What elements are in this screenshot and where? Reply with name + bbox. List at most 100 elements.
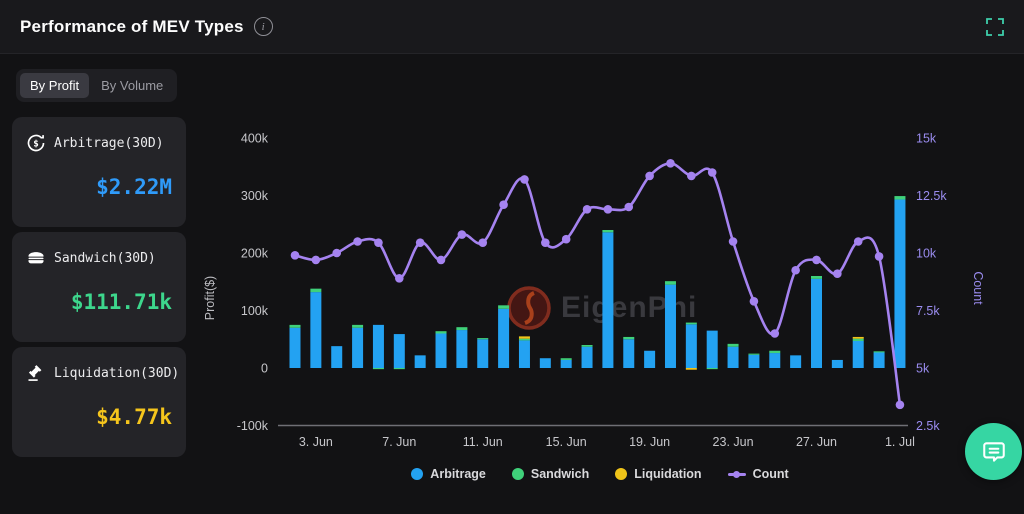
bar-20. Jun[interactable] — [664, 281, 676, 368]
x-axis-tick: 27. Jun — [796, 435, 837, 449]
view-switch-tabs: By Profit By Volume — [16, 69, 178, 102]
bar-8. Jun[interactable] — [414, 355, 426, 368]
arbitrage-dot-icon — [411, 468, 424, 480]
count-point-23. Jun[interactable] — [728, 237, 738, 246]
tab-by-profit[interactable]: By Profit — [20, 73, 90, 98]
bar-22. Jun[interactable] — [706, 330, 718, 370]
count-line[interactable] — [294, 161, 902, 405]
left-axis-tick: 300k — [241, 189, 269, 203]
count-point-29. Jun[interactable] — [853, 237, 863, 246]
chat-button[interactable] — [965, 423, 1022, 480]
count-point-28. Jun[interactable] — [833, 269, 842, 279]
left-axis-label: Profit($) — [203, 276, 217, 320]
count-point-6. Jun[interactable] — [374, 238, 383, 247]
count-point-10. Jun[interactable] — [457, 230, 467, 239]
bar-17. Jun[interactable] — [602, 230, 614, 368]
right-axis-tick: 5k — [916, 362, 930, 376]
right-axis-tick: 15k — [916, 132, 937, 146]
count-point-26. Jun[interactable] — [791, 265, 800, 275]
page-title: Performance of MEV Types — [20, 16, 244, 36]
bar-30. Jun[interactable] — [873, 351, 885, 368]
count-point-13. Jun[interactable] — [520, 175, 529, 184]
left-axis-tick: 200k — [241, 247, 269, 261]
count-point-25. Jun[interactable] — [770, 329, 780, 338]
card-label: Arbitrage(30D) — [54, 135, 164, 151]
legend-item-liquidation[interactable]: Liquidation — [615, 467, 702, 481]
count-point-1. Jul[interactable] — [895, 400, 905, 410]
liquidation-dot-icon — [615, 468, 628, 480]
panel-header: Performance of MEV Types i — [0, 0, 1024, 54]
count-point-16. Jun[interactable] — [582, 205, 592, 214]
bar-6. Jun[interactable] — [372, 324, 384, 370]
bar-2. Jun[interactable] — [289, 324, 301, 368]
bar-7. Jun[interactable] — [393, 334, 405, 370]
bar-23. Jun[interactable] — [727, 343, 739, 368]
bar-29. Jun[interactable] — [852, 336, 864, 368]
bar-19. Jun[interactable] — [644, 350, 656, 368]
count-point-12. Jun[interactable] — [499, 200, 508, 209]
bar-26. Jun[interactable] — [790, 355, 802, 368]
legend-item-arbitrage[interactable]: Arbitrage — [411, 467, 486, 481]
left-axis-tick: -100k — [237, 419, 269, 433]
bar-15. Jun[interactable] — [560, 358, 572, 368]
left-axis-tick: 0 — [261, 362, 268, 376]
right-axis-label: Count — [971, 271, 985, 305]
bar-9. Jun[interactable] — [435, 331, 447, 368]
tab-by-volume[interactable]: By Volume — [101, 78, 164, 93]
count-point-2. Jun[interactable] — [290, 251, 300, 260]
bar-12. Jun[interactable] — [498, 305, 510, 368]
x-axis-tick: 11. Jun — [463, 435, 503, 449]
card-label: Sandwich(30D) — [54, 250, 156, 266]
count-point-4. Jun[interactable] — [332, 248, 342, 258]
card-value: $4.77k — [96, 405, 172, 429]
count-point-11. Jun[interactable] — [478, 238, 488, 247]
count-line-icon — [727, 468, 746, 480]
gavel-icon — [28, 365, 42, 381]
bar-16. Jun[interactable] — [581, 345, 593, 368]
sandwich-dot-icon — [511, 468, 524, 480]
count-point-30. Jun[interactable] — [874, 252, 884, 261]
bar-28. Jun[interactable] — [831, 359, 843, 368]
card-arbitrage: $ Arbitrage(30D) $2.22M — [12, 117, 186, 227]
count-point-24. Jun[interactable] — [749, 297, 759, 306]
count-point-22. Jun[interactable] — [707, 168, 717, 177]
svg-text:$: $ — [33, 139, 39, 150]
x-axis-tick: 23. Jun — [713, 435, 754, 449]
bar-13. Jun[interactable] — [518, 336, 530, 368]
bar-21. Jun[interactable] — [685, 322, 697, 370]
count-point-3. Jun[interactable] — [311, 255, 321, 265]
legend-item-count[interactable]: Count — [727, 467, 789, 481]
count-point-5. Jun[interactable] — [353, 237, 362, 246]
bar-27. Jun[interactable] — [811, 276, 822, 368]
count-point-19. Jun[interactable] — [645, 171, 654, 181]
card-liquidation: Liquidation(30D) $4.77k — [12, 347, 186, 457]
count-point-9. Jun[interactable] — [436, 255, 446, 265]
count-point-21. Jun[interactable] — [687, 171, 696, 181]
bar-3. Jun[interactable] — [310, 288, 322, 368]
bar-10. Jun[interactable] — [456, 327, 468, 368]
x-axis-tick: 7. Jun — [382, 435, 416, 449]
bar-5. Jun[interactable] — [352, 324, 364, 368]
count-point-14. Jun[interactable] — [541, 238, 550, 247]
count-point-17. Jun[interactable] — [603, 205, 613, 214]
bar-14. Jun[interactable] — [539, 358, 551, 368]
count-point-7. Jun[interactable] — [395, 274, 404, 283]
count-point-18. Jun[interactable] — [624, 202, 634, 212]
coin-dollar-icon: $ — [27, 134, 45, 152]
fullscreen-expand-icon[interactable] — [986, 17, 1004, 36]
count-point-15. Jun[interactable] — [561, 234, 571, 244]
bar-4. Jun[interactable] — [331, 346, 343, 368]
count-point-27. Jun[interactable] — [812, 255, 821, 265]
legend-item-sandwich[interactable]: Sandwich — [511, 467, 589, 481]
bar-11. Jun[interactable] — [477, 338, 489, 368]
card-value: $2.22M — [96, 175, 172, 199]
count-point-20. Jun[interactable] — [666, 159, 675, 168]
bar-24. Jun[interactable] — [748, 353, 760, 368]
sandwich-icon — [28, 252, 44, 264]
bar-1. Jul[interactable] — [894, 196, 906, 368]
count-point-8. Jun[interactable] — [415, 238, 425, 247]
bar-25. Jun[interactable] — [769, 350, 781, 368]
info-icon[interactable]: i — [253, 17, 273, 36]
bar-18. Jun[interactable] — [623, 336, 635, 368]
